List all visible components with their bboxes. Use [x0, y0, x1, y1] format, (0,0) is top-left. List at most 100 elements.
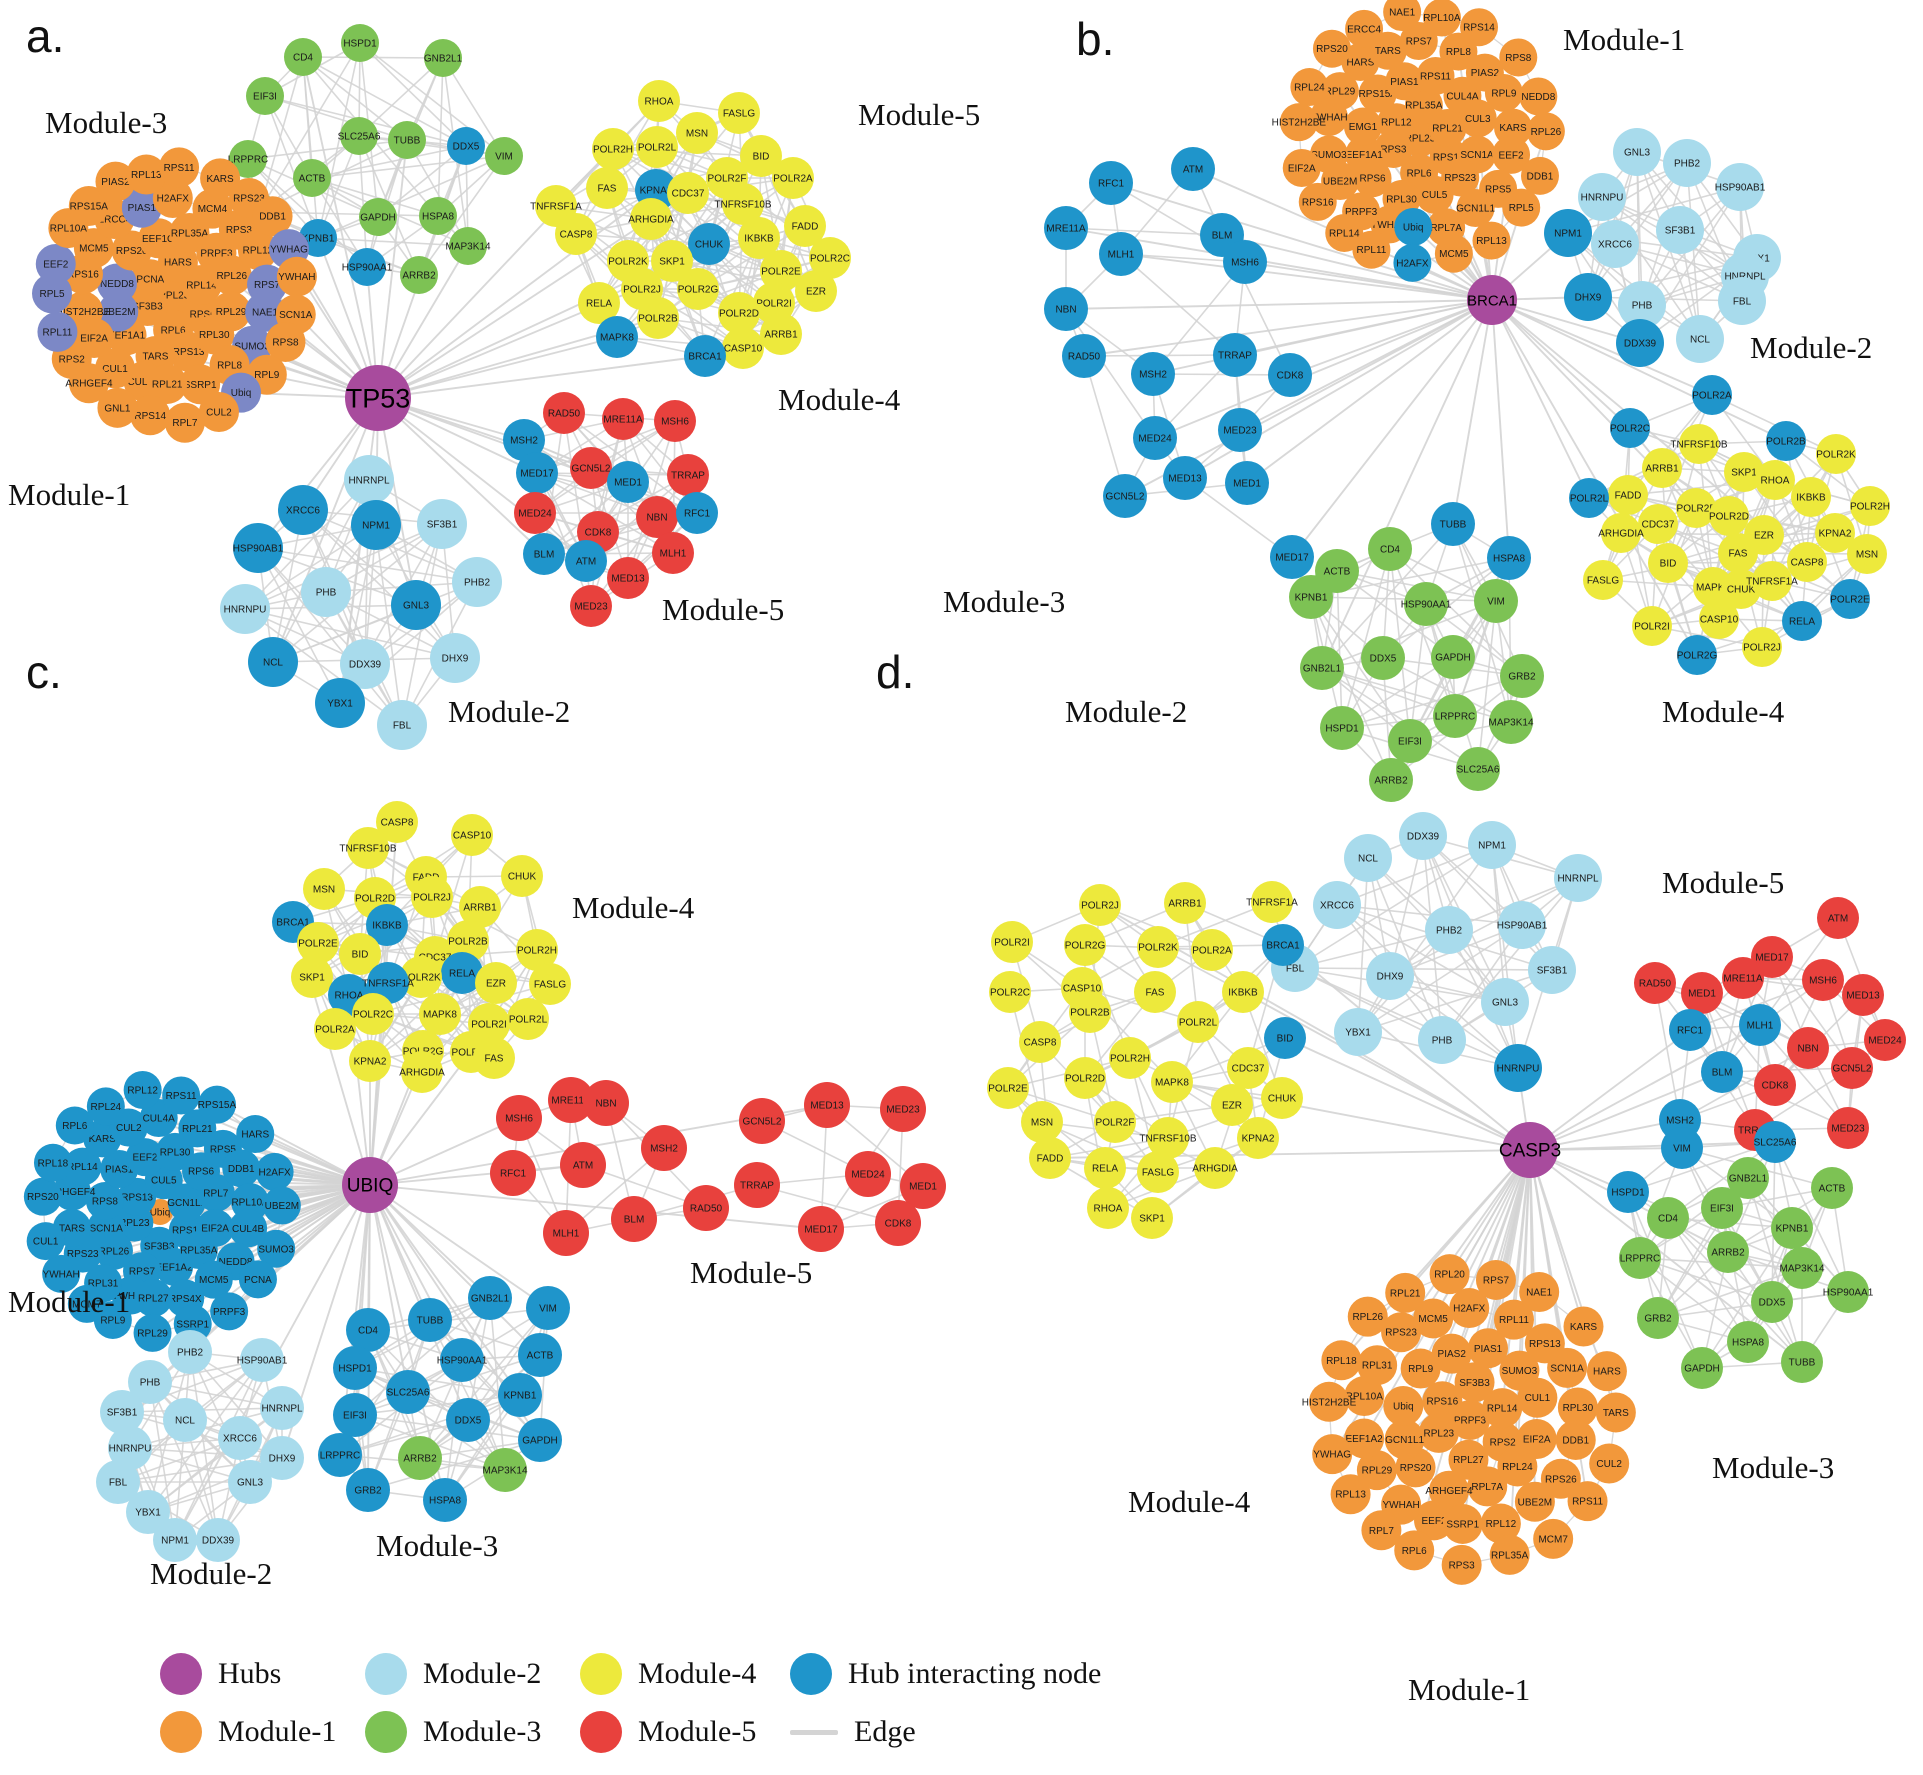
node-POLR2B: [637, 297, 679, 339]
node-label-ARHGEF4: ARHGEF4: [65, 379, 113, 390]
node-label-ARRB2: ARRB2: [402, 271, 436, 282]
node-label-SLC25A6: SLC25A6: [338, 132, 381, 143]
node-label-RPL6: RPL6: [161, 325, 186, 336]
node-RPL14: [63, 1147, 102, 1186]
cluster-module-2: GNL3PHB2HSP90AB1HNRNPUNPM1SF3B1XRCC6YBX1…: [1544, 128, 1781, 367]
node-SCN1A: [1547, 1347, 1588, 1388]
node-label-MRE11A: MRE11A: [1723, 974, 1763, 985]
node-NBN: [583, 1080, 629, 1126]
node-label-TNFRSF10B: TNFRSF10B: [714, 200, 772, 211]
node-MRE11A: [1044, 206, 1088, 250]
node-label-MAPK8: MAPK8: [423, 1010, 457, 1021]
node-label-RPL5: RPL5: [39, 289, 64, 300]
legend-label: Module-3: [423, 1715, 542, 1748]
node-MCM5: [1413, 1298, 1454, 1339]
node-label-RPS20: RPS20: [27, 1192, 59, 1203]
node-POLR2I: [1632, 606, 1672, 646]
edge: [1425, 603, 1479, 770]
node-label-RPL30: RPL30: [1563, 1403, 1594, 1414]
edge: [1382, 657, 1512, 723]
legend-label: Module-4: [638, 1657, 757, 1690]
node-label-PHB2: PHB2: [177, 1348, 204, 1359]
node-label-FBL: FBL: [1733, 297, 1752, 308]
cluster-module-3: VIM SLC25A6 GNB2L1 EIF3I ACTB HSPD1 CD4 KPNB1 AR…: [1607, 1121, 1874, 1389]
node-label-ACTB: ACTB: [299, 174, 326, 185]
node-label-ARRB1: ARRB1: [1168, 899, 1202, 910]
node-POLR2L: [1569, 478, 1609, 518]
node-label-TARS: TARS: [59, 1223, 85, 1234]
node-label-POLR2K: POLR2K: [1816, 450, 1856, 461]
node-KARS: [200, 158, 241, 199]
node-GNL3: [391, 580, 441, 630]
edge: [1761, 553, 1868, 648]
node-MED13: [804, 1082, 850, 1128]
node-label-YBX1: YBX1: [327, 699, 353, 710]
edge: [1529, 1141, 1776, 1151]
edge: [1184, 299, 1493, 479]
node-MED23: [1218, 408, 1262, 452]
edge: [1367, 857, 1443, 1041]
edge: [1336, 570, 1454, 658]
node-label-RPS7: RPS7: [1483, 1275, 1510, 1286]
legend-item-module1: Module-1: [160, 1703, 365, 1761]
node-label-HARS: HARS: [1346, 57, 1374, 68]
node-label-CDC37: CDC37: [1232, 1064, 1265, 1075]
node-label-SCN1A: SCN1A: [279, 310, 313, 321]
node-CDK8: [1754, 1064, 1796, 1106]
node-RPL12: [237, 229, 278, 270]
node-label-FASLG: FASLG: [1142, 1168, 1174, 1179]
node-RPL5: [32, 273, 73, 314]
legend-label: Edge: [854, 1715, 916, 1748]
node-label-RPS3: RPS3: [1449, 1560, 1476, 1571]
node-DDX39: [196, 1518, 240, 1562]
node-label-RPL23: RPL23: [119, 1218, 150, 1229]
edge: [442, 57, 505, 157]
node-label-POLR2H: POLR2H: [517, 946, 557, 957]
node-label-RPS7: RPS7: [129, 1267, 156, 1278]
node-POLR2E: [987, 1067, 1029, 1109]
node-YBX1: [1334, 1008, 1382, 1056]
edge: [302, 56, 444, 59]
edge: [302, 56, 379, 399]
edge: [1294, 967, 1553, 971]
node-SF3B3: [1454, 1362, 1495, 1403]
node-CUL2: [1589, 1443, 1630, 1484]
node-NCL: [1344, 834, 1392, 882]
node-label-MLH1: MLH1: [660, 549, 687, 560]
edge: [149, 1381, 219, 1541]
node-label-RPL9: RPL9: [100, 1315, 125, 1326]
node-label-RPL23: RPL23: [1405, 134, 1436, 145]
node-RPS15A: [197, 1085, 236, 1124]
node-SKP1: [651, 240, 693, 282]
module-label-module-3: Module-3: [376, 1528, 498, 1563]
edge: [1221, 234, 1493, 301]
edge: [369, 1184, 549, 1309]
node-MED17: [798, 1206, 844, 1252]
node-label-ARRB2: ARRB2: [1374, 776, 1408, 787]
node-label-EEF2: EEF2: [1499, 150, 1524, 161]
edge: [1336, 904, 1523, 926]
node-label-CD4: CD4: [1658, 1214, 1678, 1225]
node-label-POLR2E: POLR2E: [298, 939, 338, 950]
node-label-FAS: FAS: [1729, 549, 1748, 560]
node-label-CHUK: CHUK: [1268, 1094, 1297, 1105]
node-label-BRCA1: BRCA1: [1266, 941, 1300, 952]
node-label-KPNB1: KPNB1: [1295, 593, 1328, 604]
node-label-TNFRSF10B: TNFRSF10B: [1670, 440, 1728, 451]
edge: [1289, 299, 1493, 376]
edge: [247, 139, 408, 160]
node-label-MSH6: MSH6: [505, 1114, 533, 1125]
node-HSPA8: [1727, 1321, 1769, 1363]
node-NBN: [636, 496, 678, 538]
edge: [1321, 667, 1479, 770]
node-label-ATM: ATM: [1183, 165, 1203, 176]
node-RPS14: [1460, 8, 1499, 47]
node-PIAS1: [1468, 1328, 1509, 1369]
edge: [1404, 1149, 1531, 1294]
node-label-CUL4B: CUL4B: [127, 377, 160, 388]
cluster-module-2: PHB2 HSP90AB1 PHB HNRNPL SF3B1 NCL XRCC6 HNRNPU…: [96, 1330, 304, 1562]
edge: [244, 608, 403, 726]
node-RPL21: [1428, 109, 1467, 148]
node-label-POLR2C: POLR2C: [810, 254, 850, 265]
